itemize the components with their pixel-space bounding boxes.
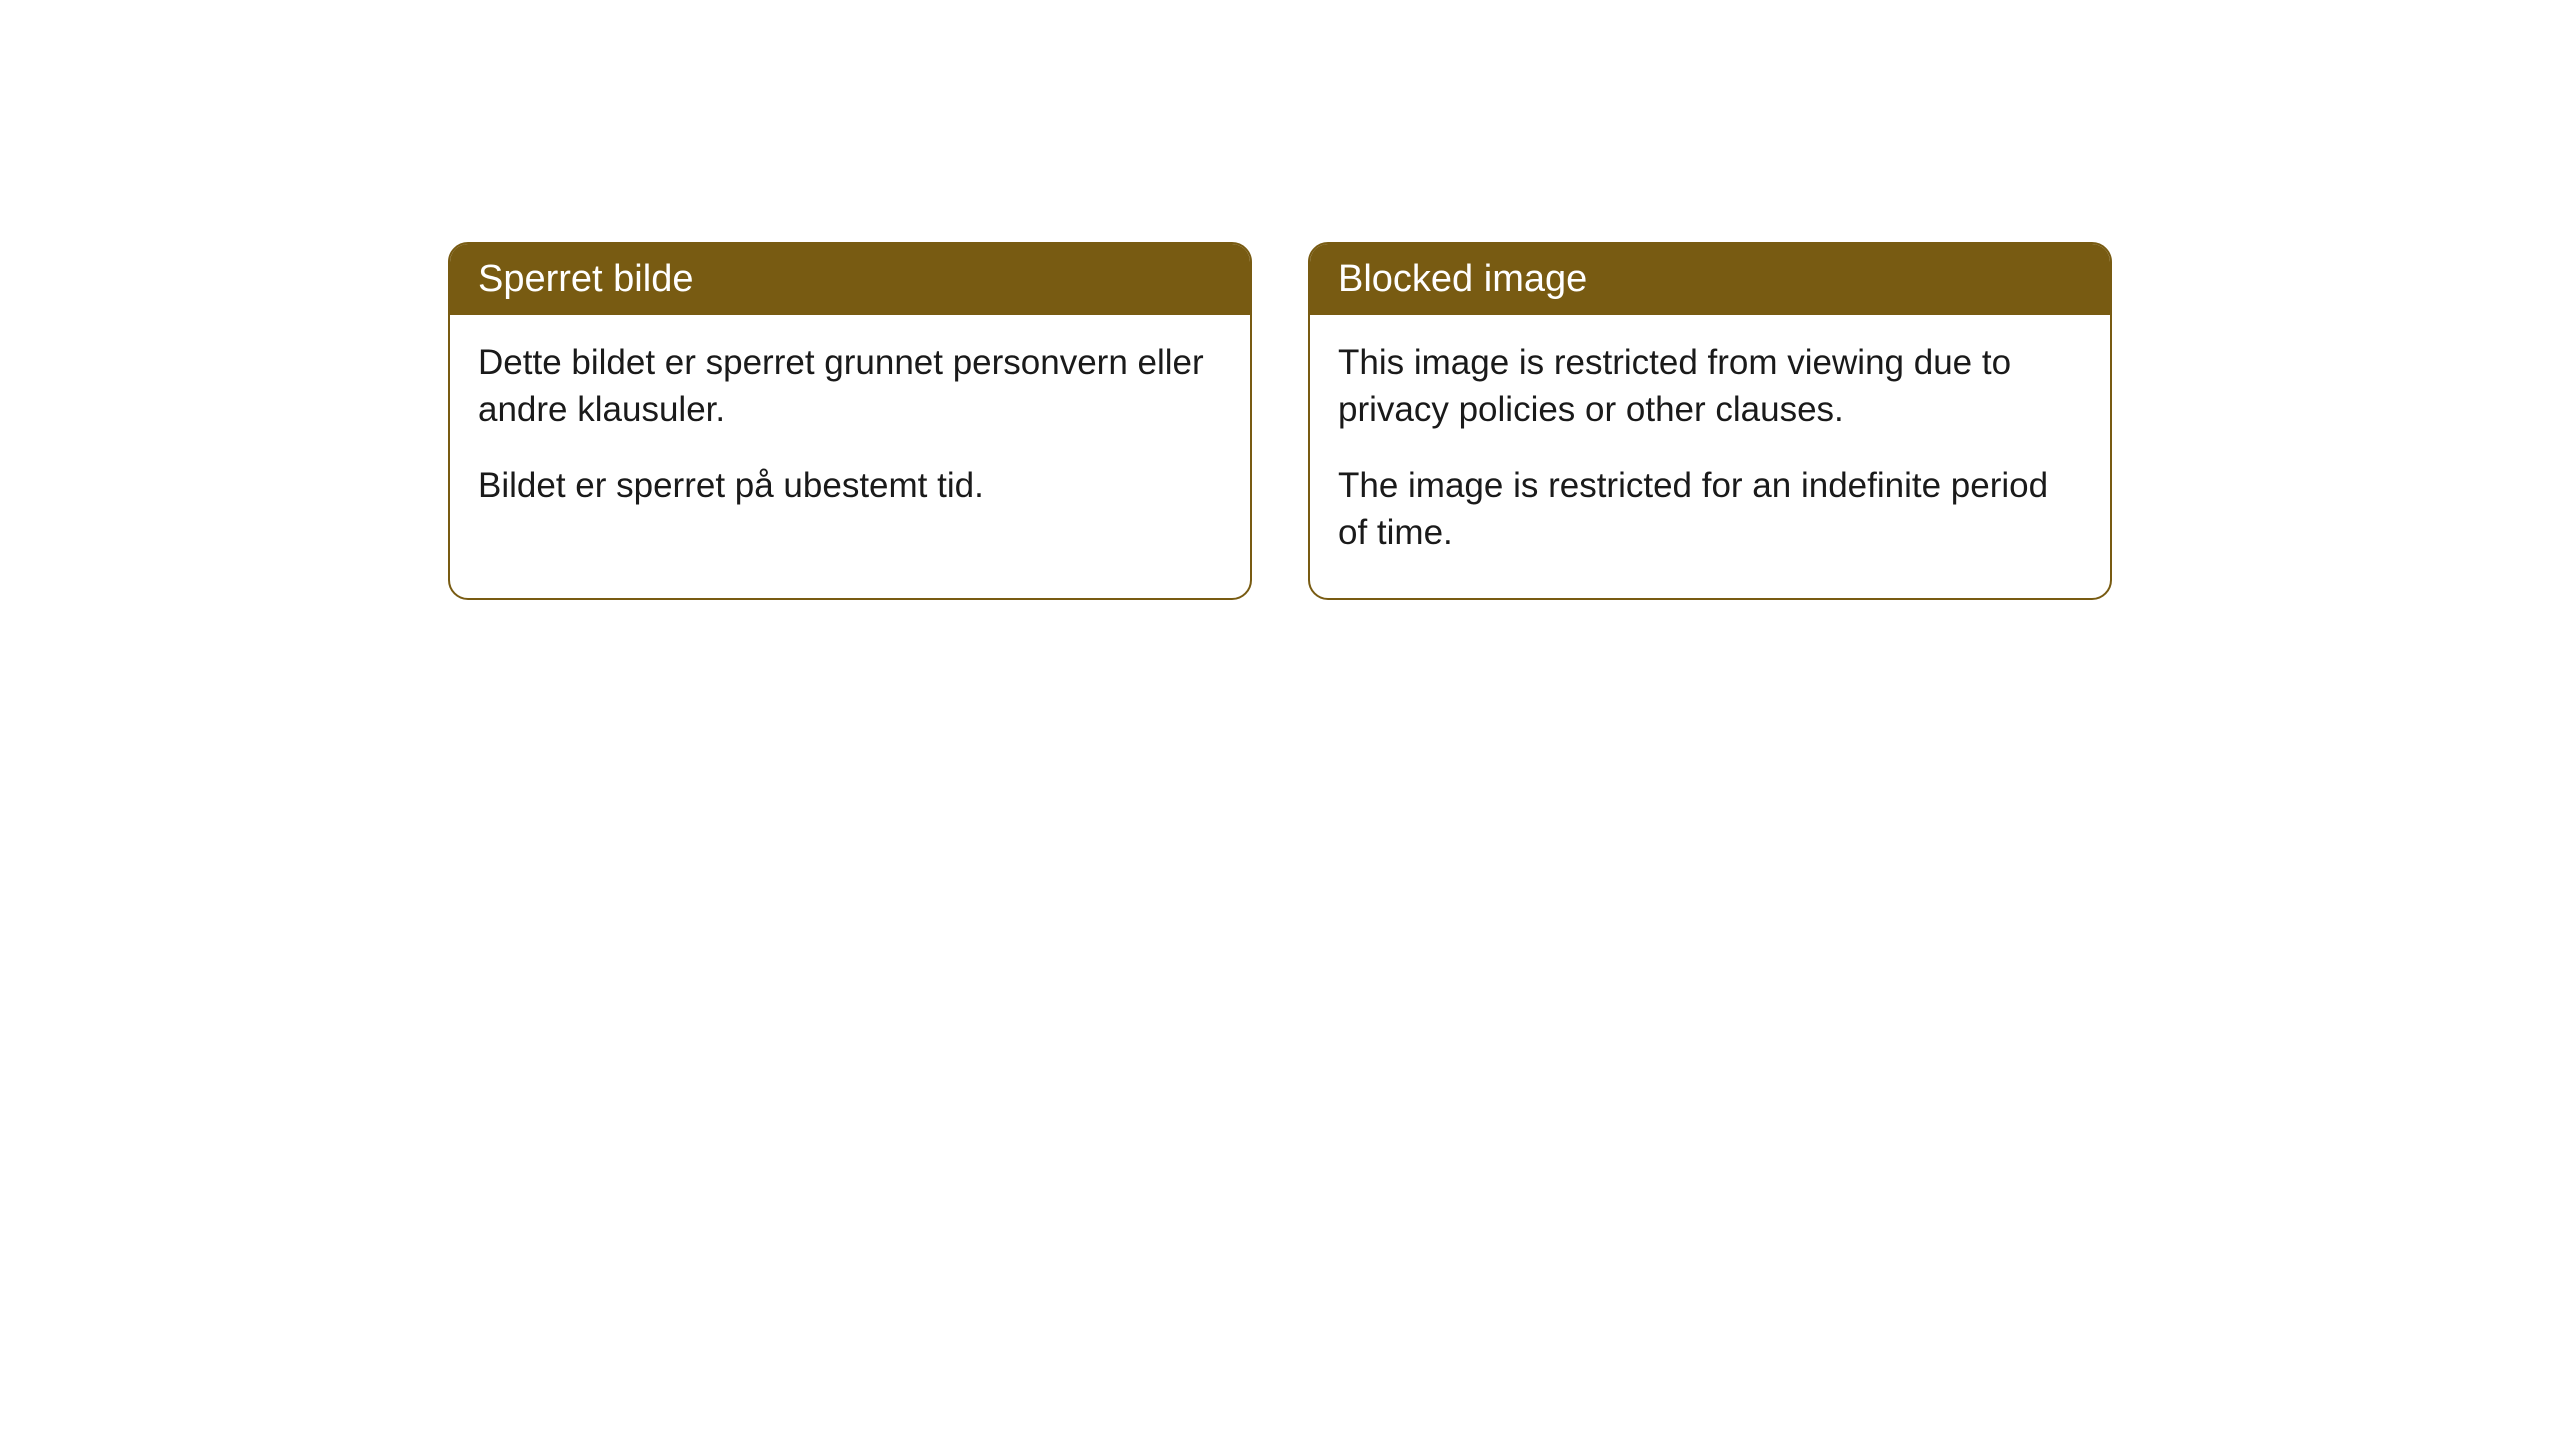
notice-card-text-line1: Dette bildet er sperret grunnet personve…: [478, 339, 1222, 434]
notice-card-text-line2: Bildet er sperret på ubestemt tid.: [478, 462, 1222, 509]
notice-card-title: Sperret bilde: [450, 244, 1250, 315]
notice-card-body: This image is restricted from viewing du…: [1310, 315, 2110, 598]
notice-card-norwegian: Sperret bilde Dette bildet er sperret gr…: [448, 242, 1252, 600]
notice-card-text-line2: The image is restricted for an indefinit…: [1338, 462, 2082, 557]
notice-card-english: Blocked image This image is restricted f…: [1308, 242, 2112, 600]
notice-card-text-line1: This image is restricted from viewing du…: [1338, 339, 2082, 434]
notice-card-title: Blocked image: [1310, 244, 2110, 315]
notice-card-body: Dette bildet er sperret grunnet personve…: [450, 315, 1250, 551]
notice-container: Sperret bilde Dette bildet er sperret gr…: [0, 0, 2560, 600]
